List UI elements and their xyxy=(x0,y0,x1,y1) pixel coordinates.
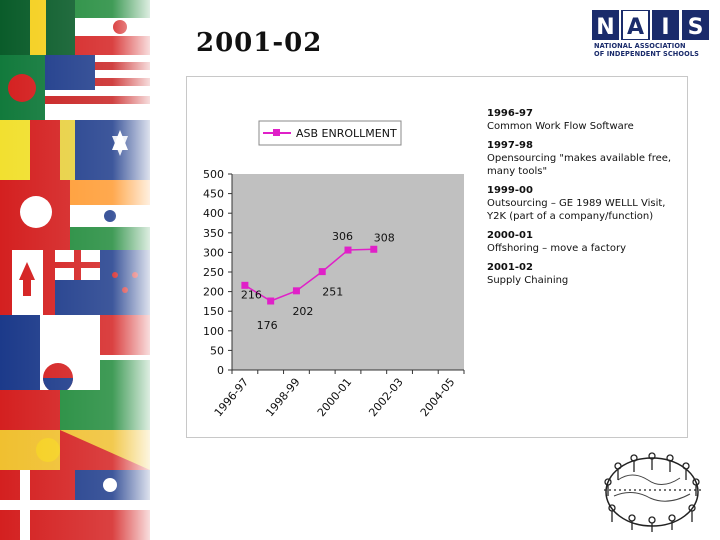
x-tick-label: 2002-03 xyxy=(366,376,406,420)
note-item: 2001-02 Supply Chaining xyxy=(487,261,683,287)
data-point-marker xyxy=(370,245,378,253)
logo-letter-s: S xyxy=(688,15,704,40)
logo-letter-i: I xyxy=(661,15,669,40)
note-text: Offshoring – move a factory xyxy=(487,243,626,254)
note-text: Outsourcing – GE 1989 WELLL Visit, Y2K (… xyxy=(487,198,666,222)
x-axis: 1996-97 1998-99 2000-01 2002-03 2004-05 xyxy=(212,369,465,420)
y-tick-label: 0 xyxy=(217,364,224,377)
data-point-marker xyxy=(344,246,352,254)
series-layer: 216 176 202 251 306 308 xyxy=(241,230,395,332)
x-tick-label: 1996-97 xyxy=(212,376,252,420)
legend-series-label: ASB ENROLLMENT xyxy=(296,127,397,140)
data-point-marker xyxy=(241,281,249,289)
logo-line-1: NATIONAL ASSOCIATION xyxy=(594,42,686,50)
flags-collage-image xyxy=(0,0,150,540)
y-axis: 0 50 100 150 200 250 300 350 400 450 500 xyxy=(203,168,233,377)
logo-line-2: OF INDEPENDENT SCHOOLS xyxy=(594,50,699,58)
data-point-marker xyxy=(318,268,326,276)
slide-title: 2001-02 xyxy=(196,28,323,58)
chart-legend: ASB ENROLLMENT xyxy=(258,120,402,146)
y-tick-label: 300 xyxy=(203,246,224,259)
note-year: 1997-98 xyxy=(487,140,533,151)
note-text: Opensourcing "makes available free, many… xyxy=(487,153,672,177)
note-item: 1996-97 Common Work Flow Software xyxy=(487,107,683,133)
nais-logo: N A I S NATIONAL ASSOCIATION OF INDEPEND… xyxy=(592,10,710,62)
y-tick-label: 250 xyxy=(203,266,224,279)
plot-area xyxy=(232,174,464,370)
logo-letter-a: A xyxy=(627,15,644,40)
y-tick-label: 400 xyxy=(203,207,224,220)
x-tick-label: 2004-05 xyxy=(418,376,458,420)
note-item: 1997-98 Opensourcing "makes available fre… xyxy=(487,139,683,178)
note-item: 1999-00 Outsourcing – GE 1989 WELLL Visit… xyxy=(487,184,683,223)
y-tick-label: 350 xyxy=(203,227,224,240)
data-label: 306 xyxy=(332,230,353,243)
y-tick-label: 500 xyxy=(203,168,224,181)
timeline-notes: 1996-97 Common Work Flow Software 1997-98 O… xyxy=(487,107,683,293)
enrollment-line-chart: ASB ENROLLMENT 0 50 100 150 200 250 300 350 400 4… xyxy=(203,120,465,420)
data-point-marker xyxy=(267,297,275,305)
note-item: 2000-01 Offshoring – move a factory xyxy=(487,229,683,255)
data-label: 176 xyxy=(257,319,278,332)
note-year: 1996-97 xyxy=(487,108,533,119)
logo-letter-n: N xyxy=(596,15,614,40)
note-text: Supply Chaining xyxy=(487,275,569,286)
data-label: 308 xyxy=(374,231,395,244)
data-label: 202 xyxy=(292,305,313,318)
y-tick-label: 100 xyxy=(203,325,224,338)
globe-people-emblem xyxy=(598,450,706,534)
legend-series-marker xyxy=(273,129,280,136)
data-label: 216 xyxy=(241,288,262,301)
y-tick-label: 200 xyxy=(203,286,224,299)
data-point-marker xyxy=(292,287,300,295)
y-tick-label: 150 xyxy=(203,305,224,318)
note-year: 2001-02 xyxy=(487,262,533,273)
chart-panel: ASB ENROLLMENT 0 50 100 150 200 250 300 350 400 4… xyxy=(186,76,688,438)
note-year: 1999-00 xyxy=(487,185,533,196)
y-tick-label: 450 xyxy=(203,188,224,201)
note-year: 2000-01 xyxy=(487,230,533,241)
y-tick-label: 50 xyxy=(210,344,224,357)
x-tick-label: 2000-01 xyxy=(315,376,355,420)
x-tick-label: 1998-99 xyxy=(263,376,303,420)
data-label: 251 xyxy=(322,286,343,299)
note-text: Common Work Flow Software xyxy=(487,121,634,132)
series-line xyxy=(244,248,374,302)
